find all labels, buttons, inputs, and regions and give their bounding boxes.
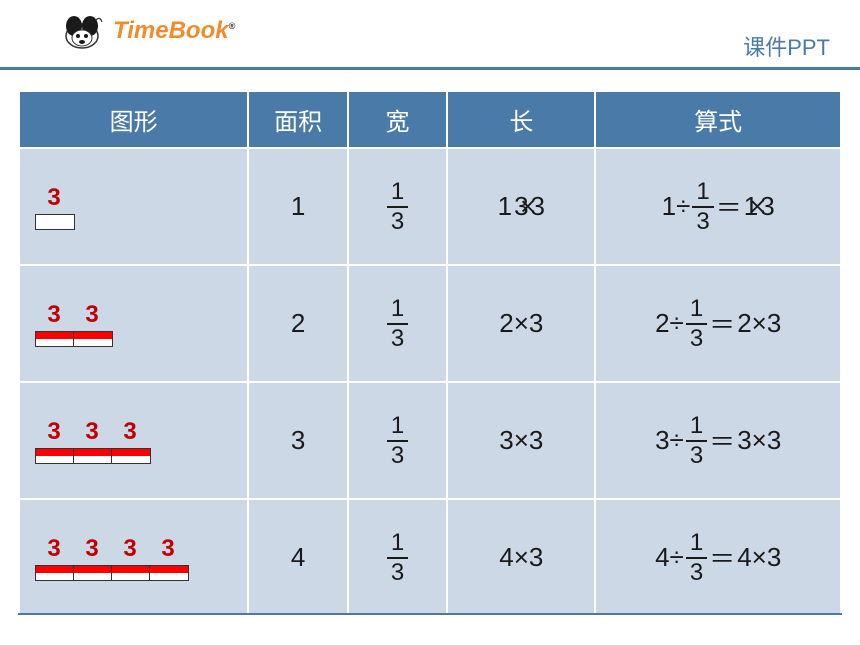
segment-label: 3 [73,301,111,329]
bar-segment [74,566,112,580]
cell-length: 13× 3 [448,149,594,264]
ppt-label: 课件PPT [743,30,830,62]
fraction: 13 [387,180,408,234]
col-header-3: 长 [448,92,594,147]
fraction: 13 [686,531,707,585]
cell-length: 2×3 [448,266,594,381]
bar-segment [112,566,150,580]
fraction: 13 [692,180,713,234]
segment-label: 3 [149,535,187,563]
cell-shape: 3 [20,149,247,264]
brand-book: Book [169,17,229,44]
table-row: 33 2 13 2×32÷13＝2×3 [20,266,840,381]
logo-area: TimeBook® [60,12,860,50]
col-header-1: 面积 [249,92,346,147]
shape-diagram: 333 [35,418,151,464]
segment-label: 3 [35,184,73,212]
cell-shape: 3333 [20,500,247,615]
brand-text: TimeBook® [113,17,235,45]
shape-diagram: 33 [35,301,113,347]
bar-segment [112,449,150,463]
cell-area: 2 [249,266,346,381]
segment-label: 3 [35,418,73,446]
table-row: 3333133×33÷13＝3×3 [20,383,840,498]
cell-length: 3×3 [448,383,594,498]
fraction: 13 [387,414,408,468]
math-table: 图形面积宽长算式 311313× 31÷13＝1×3332132×32÷13＝2… [18,90,842,617]
bar-segment [74,332,112,346]
cell-area: 4 [249,500,346,615]
col-header-4: 算式 [596,92,840,147]
table-row: 33334134×34÷13＝4×3 [20,500,840,615]
table-body: 311313× 31÷13＝1×3332132×32÷13＝2×33333133… [20,149,840,615]
cell-area: 1 [249,149,346,264]
cell-width: 13 [349,500,446,615]
cell-width: 13 [349,149,446,264]
bar-segment [36,449,74,463]
trademark-icon: ® [229,21,236,31]
segment-label: 3 [73,418,111,446]
segment-label: 3 [35,535,73,563]
col-header-0: 图形 [20,92,247,147]
footer-line [18,613,842,615]
cell-shape: 333 [20,383,247,498]
cell-formula: 4÷13＝4×3 [596,500,840,615]
fraction: 13 [387,297,408,351]
cell-width: 13 [349,383,446,498]
bar-segment [36,332,74,346]
bar-diagram [35,565,189,581]
brand-time: Time [113,17,169,44]
bar-diagram [35,214,75,230]
bar-segment [150,566,188,580]
segment-label: 3 [35,301,73,329]
cell-area: 3 [249,383,346,498]
segment-label: 3 [73,535,111,563]
bar-diagram [35,331,113,347]
shape-diagram: 3 [35,184,75,230]
slide-header: TimeBook® 课件PPT [0,0,860,70]
cell-width: 13 [349,266,446,381]
table-container: 图形面积宽长算式 311313× 31÷13＝1×3332132×32÷13＝2… [0,70,860,617]
cell-shape: 33 [20,266,247,381]
bar-segment [74,449,112,463]
cell-formula: 3÷13＝3×3 [596,383,840,498]
bar-segment [36,566,74,580]
cell-formula: 1÷13＝1×3 [596,149,840,264]
col-header-2: 宽 [349,92,446,147]
segment-label: 3 [111,418,149,446]
bar-diagram [35,448,151,464]
cell-formula: 2÷13＝2×3 [596,266,840,381]
fraction: 13 [686,297,707,351]
cell-length: 4×3 [448,500,594,615]
table-header-row: 图形面积宽长算式 [20,92,840,147]
dog-logo-icon [60,12,105,50]
segment-label: 3 [111,535,149,563]
shape-diagram: 3333 [35,535,189,581]
fraction: 13 [387,531,408,585]
table-row: 3 1 13 13× 31÷13＝1×3 [20,149,840,264]
bar-segment [36,215,74,229]
fraction: 13 [686,414,707,468]
